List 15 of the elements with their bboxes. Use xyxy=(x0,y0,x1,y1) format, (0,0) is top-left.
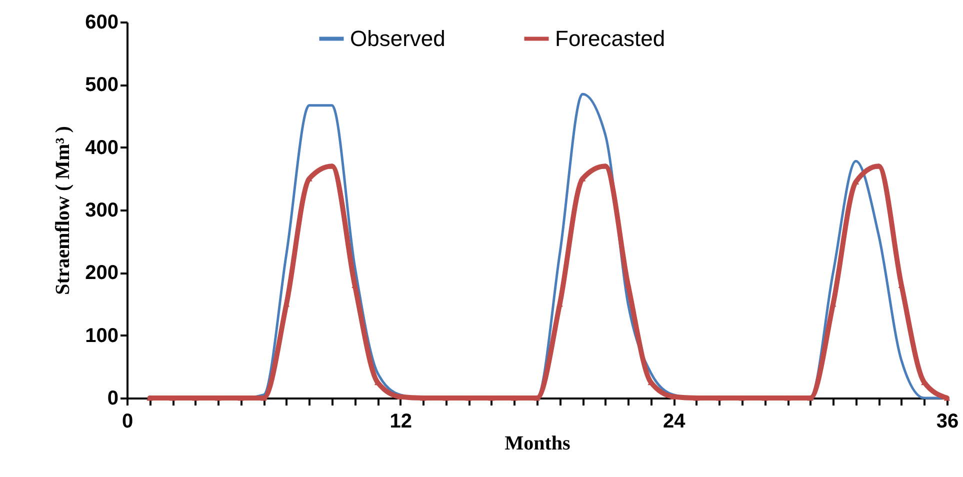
x-tick-label: 12 xyxy=(390,410,412,432)
y-tick-label: 200 xyxy=(85,262,118,284)
legend-label: Observed xyxy=(350,26,446,51)
y-tick-label: 100 xyxy=(85,324,118,347)
x-axis-title: Months xyxy=(504,432,570,454)
y-tick-label: 300 xyxy=(85,200,118,222)
y-tick-label: 600 xyxy=(85,12,118,34)
y-tick-label: 0 xyxy=(107,388,118,410)
x-tick-label: 36 xyxy=(936,410,959,432)
y-tick-label: 400 xyxy=(85,136,118,159)
x-tick-label: 24 xyxy=(663,410,686,432)
y-tick-label: 500 xyxy=(85,74,118,96)
y-axis-title: Straemflow ( Mm³ ) xyxy=(52,126,74,295)
legend-label: Forecasted xyxy=(555,26,666,51)
x-tick-label: 0 xyxy=(122,410,134,432)
